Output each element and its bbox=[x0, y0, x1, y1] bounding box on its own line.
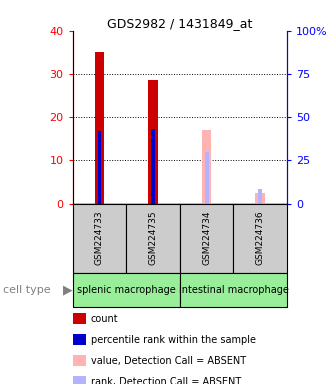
Bar bbox=[73, 204, 126, 273]
Text: GSM224735: GSM224735 bbox=[148, 211, 157, 265]
Title: GDS2982 / 1431849_at: GDS2982 / 1431849_at bbox=[107, 17, 252, 30]
Text: GSM224736: GSM224736 bbox=[256, 211, 265, 265]
Text: rank, Detection Call = ABSENT: rank, Detection Call = ABSENT bbox=[91, 377, 241, 384]
Bar bbox=[98, 131, 101, 204]
Bar bbox=[180, 204, 234, 273]
Bar bbox=[255, 193, 265, 204]
Bar bbox=[73, 273, 180, 307]
Text: GSM224734: GSM224734 bbox=[202, 211, 211, 265]
Text: cell type: cell type bbox=[3, 285, 51, 295]
Text: splenic macrophage: splenic macrophage bbox=[77, 285, 176, 295]
Bar bbox=[205, 152, 209, 204]
Text: intestinal macrophage: intestinal macrophage bbox=[179, 285, 288, 295]
Bar bbox=[95, 52, 104, 204]
Bar bbox=[148, 80, 158, 204]
Text: ▶: ▶ bbox=[63, 283, 72, 296]
Text: GSM224733: GSM224733 bbox=[95, 211, 104, 265]
Text: value, Detection Call = ABSENT: value, Detection Call = ABSENT bbox=[91, 356, 246, 366]
Text: percentile rank within the sample: percentile rank within the sample bbox=[91, 335, 256, 345]
Bar bbox=[202, 130, 212, 204]
Bar bbox=[151, 129, 155, 204]
Text: count: count bbox=[91, 314, 118, 324]
Bar bbox=[234, 204, 287, 273]
Bar bbox=[126, 204, 180, 273]
Bar bbox=[180, 273, 287, 307]
Bar bbox=[258, 189, 262, 204]
